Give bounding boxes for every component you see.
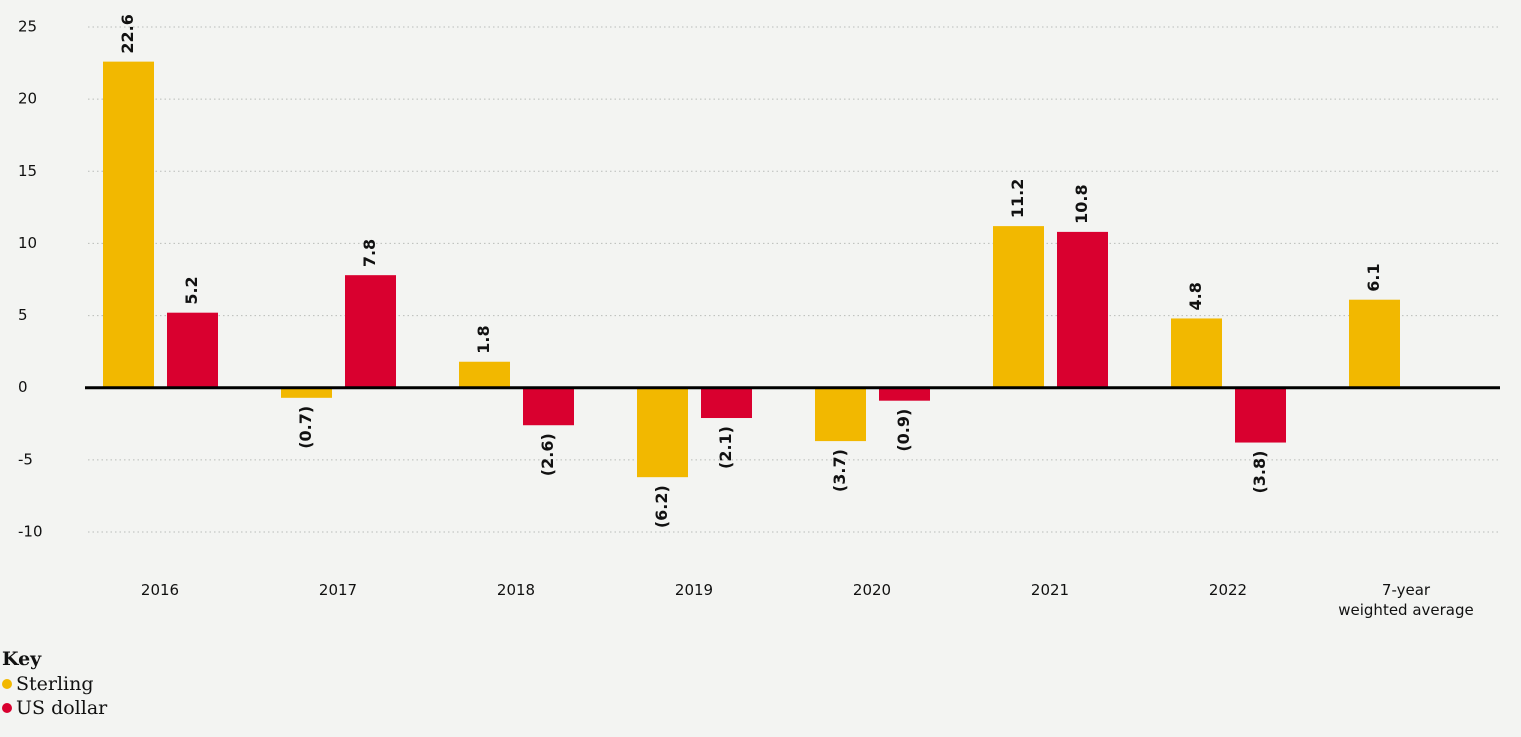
bar: [281, 387, 332, 398]
y-tick-label: 15: [18, 162, 37, 180]
legend-item: US dollar: [2, 696, 107, 720]
bar: [1057, 231, 1108, 388]
data-label: 7.8: [360, 239, 379, 267]
legend-label: US dollar: [16, 697, 108, 719]
y-tick-label: 5: [18, 306, 28, 324]
data-label: (0.7): [296, 406, 315, 449]
bar: [701, 387, 752, 419]
data-label: 22.6: [118, 14, 137, 53]
y-tick-label: 0: [18, 378, 28, 396]
legend-title: Key: [2, 648, 42, 670]
bar: [167, 312, 218, 388]
chart: -10 -5 0 5 10 15 20 25 22.6 5.2 (0.7) 7.8 1.8 (2.6) (6…: [18, 14, 1500, 541]
bar: [345, 275, 396, 388]
x-tick-label: 2017: [318, 581, 358, 599]
data-label: 6.1: [1364, 263, 1383, 291]
x-tick-label: 2022: [1208, 581, 1248, 599]
data-label: 11.2: [1008, 179, 1027, 218]
data-label: (3.7): [830, 449, 849, 492]
bar: [815, 387, 866, 442]
legend-swatch: [2, 703, 12, 713]
x-tick-label: 2018: [496, 581, 536, 599]
data-label: (0.9): [894, 409, 913, 452]
data-label: (2.6): [538, 433, 557, 476]
bar: [879, 387, 930, 401]
x-tick-label: 2020: [852, 581, 892, 599]
legend-swatch: [2, 679, 12, 689]
bar: [1171, 318, 1222, 388]
data-label: 10.8: [1072, 184, 1091, 223]
legend-item: Sterling: [2, 672, 107, 696]
bar: [523, 387, 574, 426]
bar: [1235, 387, 1286, 443]
data-label: 5.2: [182, 276, 201, 304]
y-tick-label: -10: [18, 523, 43, 541]
data-label: (2.1): [716, 426, 735, 469]
data-label: (6.2): [652, 485, 671, 528]
data-label: 1.8: [474, 325, 493, 353]
legend-label: Sterling: [16, 673, 94, 695]
bar: [1349, 299, 1400, 388]
y-tick-label: -5: [18, 450, 33, 468]
x-tick-label: 2019: [674, 581, 714, 599]
bar: [459, 361, 510, 388]
x-tick-label: 7-year weighted average: [1338, 581, 1474, 619]
data-label: 4.8: [1186, 282, 1205, 310]
bar: [103, 61, 154, 388]
legend: Key Sterling US dollar: [2, 648, 107, 720]
bar: [993, 226, 1044, 388]
bar: [637, 387, 688, 478]
x-tick-label: 2021: [1030, 581, 1070, 599]
x-tick-label: 2016: [140, 581, 180, 599]
y-tick-label: 25: [18, 18, 37, 36]
data-label: (3.8): [1250, 451, 1269, 494]
y-tick-label: 10: [18, 234, 37, 252]
y-tick-label: 20: [18, 90, 37, 108]
